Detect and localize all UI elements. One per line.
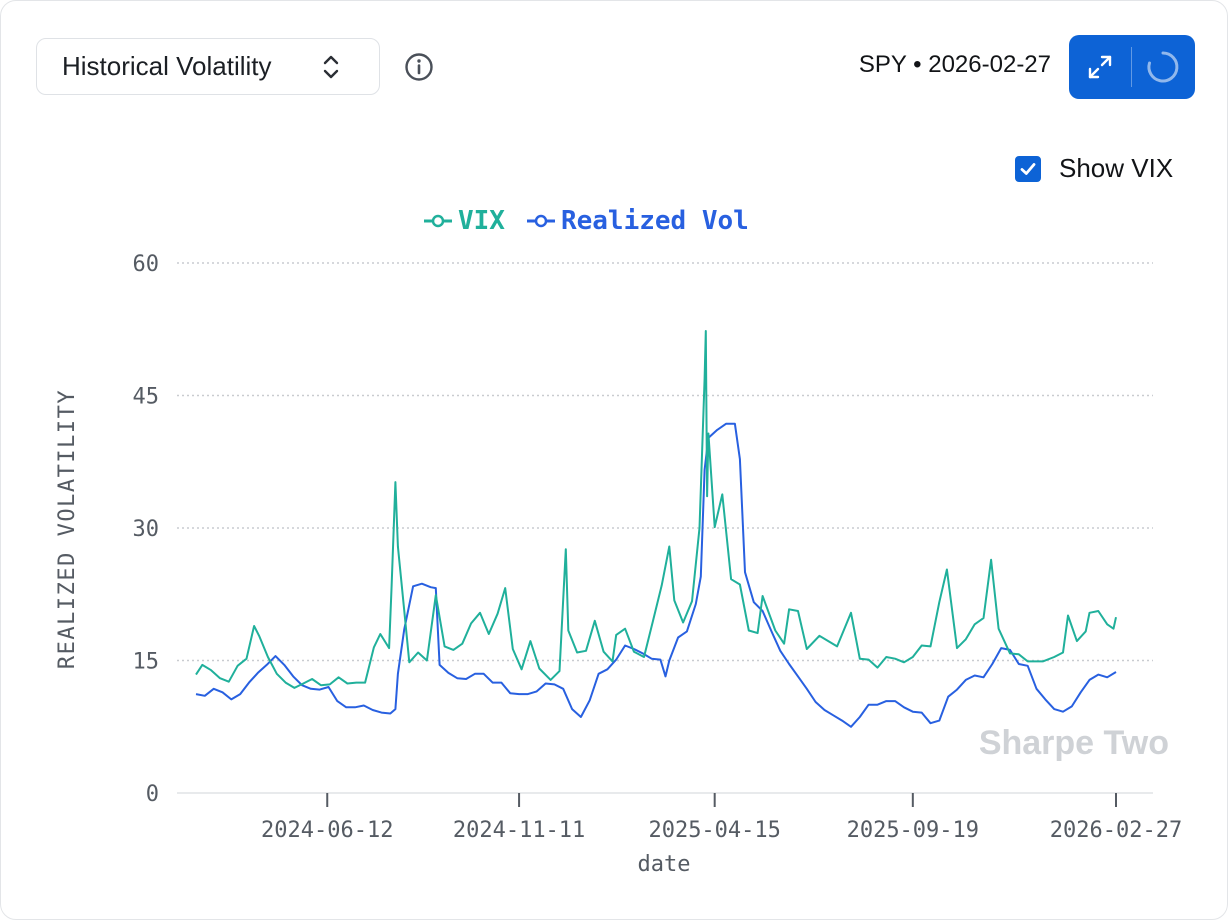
legend-item-realized-vol[interactable]: Realized Vol — [525, 206, 749, 236]
chart-type-select-label: Historical Volatility — [62, 51, 272, 81]
chart-legend: VIX Realized Vol — [422, 206, 769, 236]
loading-spinner-icon — [1147, 51, 1179, 83]
y-tick-label: 15 — [133, 650, 160, 675]
x-tick-label: 2025-09-19 — [847, 818, 979, 843]
expand-button[interactable] — [1069, 35, 1131, 99]
y-tick-label: 60 — [133, 252, 160, 277]
x-tick-label: 2026-02-27 — [1050, 818, 1182, 843]
info-circle-icon[interactable] — [404, 52, 434, 82]
chart-type-select[interactable]: Historical Volatility — [36, 38, 380, 95]
y-axis-title: REALIZED VOLATILITY — [55, 389, 80, 669]
ticker-date-label: SPY • 2026-02-27 — [858, 51, 1051, 78]
y-axis-ticks: 0 15 30 45 60 — [133, 252, 160, 807]
checkmark-icon — [1020, 162, 1036, 175]
watermark: Sharpe Two — [979, 724, 1169, 762]
button-divider — [1131, 47, 1132, 87]
show-vix-checkbox[interactable] — [1015, 155, 1041, 182]
y-tick-label: 0 — [146, 782, 159, 807]
series-lines — [195, 330, 1117, 728]
x-tick-label: 2024-06-12 — [261, 818, 393, 843]
series-line-realized-vol — [195, 422, 1117, 728]
chevron-up-down-icon — [323, 55, 339, 79]
x-tick-label: 2024-11-11 — [453, 818, 585, 843]
y-tick-label: 30 — [133, 517, 160, 542]
legend-item-vix[interactable]: VIX — [422, 206, 505, 236]
refresh-button[interactable] — [1132, 35, 1194, 99]
x-axis: 2024-06-12 2024-11-11 2025-04-15 2025-09-19… — [177, 792, 1182, 843]
x-tick-label: 2025-04-15 — [648, 818, 780, 843]
y-tick-label: 45 — [133, 385, 160, 410]
legend-vix-marker — [424, 214, 452, 228]
legend-realized-vol-label: Realized Vol — [560, 206, 749, 236]
legend-realized-vol-marker — [526, 214, 555, 228]
series-line-vix — [195, 330, 1117, 689]
x-axis-title: date — [638, 852, 691, 877]
grid-lines — [177, 262, 1153, 662]
chart-action-buttons — [1069, 35, 1195, 99]
legend-vix-label: VIX — [458, 206, 505, 236]
expand-arrows-icon — [1088, 55, 1112, 79]
show-vix-label: Show VIX — [1059, 153, 1174, 183]
show-vix-toggle[interactable]: Show VIX — [1015, 153, 1173, 184]
